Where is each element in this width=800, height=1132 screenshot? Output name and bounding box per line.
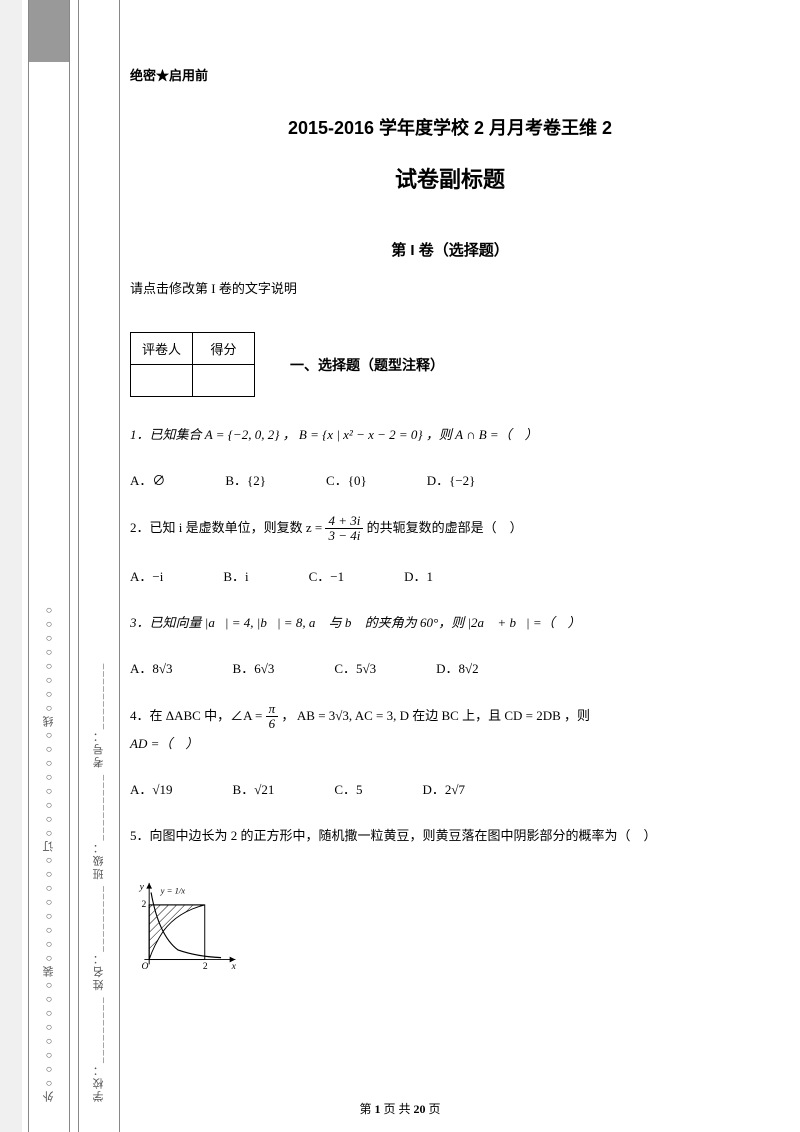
question-2: 2．已知 i 是虚数单位，则复数 z = 4 + 3i3 − 4i 的共轭复数的… (130, 514, 770, 544)
svg-text:y: y (139, 882, 145, 893)
q2-opt-d: D．1 (404, 566, 433, 585)
binding-outer: 外○○○○○○○○装○○○○○○○○订○○○○○○○○线○○○○○○○○ (28, 0, 70, 1132)
score-cell-1 (131, 365, 193, 397)
svg-text:x: x (231, 961, 237, 972)
exam-subtitle: 试卷副标题 (130, 162, 770, 194)
q3-opt-b: B．6√3 (233, 658, 275, 677)
instruction-text: 请点击修改第 I 卷的文字说明 (130, 278, 770, 297)
q3-opt-c: C．5√3 (334, 658, 376, 677)
question-4: 4．在 ΔABC 中，∠A = π6 ， AB = 3√3, AC = 3, D… (130, 702, 770, 758)
question-5: 5．向图中边长为 2 的正方形中，随机撒一粒黄豆，则黄豆落在图中阴影部分的概率为… (130, 823, 770, 849)
question-4-options: A．√19 B．√21 C．5 D．2√7 (130, 779, 770, 798)
q1-opt-c: C．{0} (326, 470, 367, 489)
secret-label: 绝密★启用前 (130, 65, 770, 84)
svg-text:y = 1/x: y = 1/x (160, 886, 186, 896)
question-3-options: A．8√3 B．6√3 C．5√3 D．8√2 (130, 658, 770, 677)
q1-opt-a: A．∅ (130, 470, 165, 489)
q1-opt-b: B．{2} (225, 470, 266, 489)
q2-opt-a: A．−i (130, 566, 163, 585)
q4-opt-a: A．√19 (130, 779, 173, 798)
binding-outer-text: 外○○○○○○○○装○○○○○○○○订○○○○○○○○线○○○○○○○○ (41, 0, 57, 1132)
main-content: 绝密★启用前 2015-2016 学年度学校 2 月月考卷王维 2 试卷副标题 … (130, 65, 770, 981)
binding-inner: 学校：_________ 姓名：_________ 班级：_________ 考… (78, 0, 120, 1132)
svg-text:2: 2 (142, 899, 147, 910)
left-gray-strip (0, 0, 22, 1132)
q3-opt-d: D．8√2 (436, 658, 479, 677)
part-title: 第 I 卷（选择题） (130, 239, 770, 260)
score-cell-2 (193, 365, 255, 397)
section-label: 一、选择题（题型注释） (290, 355, 444, 375)
score-section: 评卷人 得分 一、选择题（题型注释） (130, 332, 770, 397)
q4-opt-c: C．5 (334, 779, 362, 798)
exam-title: 2015-2016 学年度学校 2 月月考卷王维 2 (130, 114, 770, 140)
svg-text:O: O (142, 961, 149, 972)
q2-opt-c: C．−1 (309, 566, 345, 585)
q4-opt-b: B．√21 (233, 779, 275, 798)
q5-graph: 2 2 O x y y = 1/x (130, 876, 245, 976)
score-header-2: 得分 (193, 333, 255, 365)
question-3: 3．已知向量 |a⃗| = 4, |b⃗| = 8, a⃗ 与 b⃗ 的夹角为 … (130, 610, 770, 636)
question-2-options: A．−i B．i C．−1 D．1 (130, 566, 770, 585)
question-1: 1．已知集合 A = {−2, 0, 2} ， B = {x | x² − x … (130, 422, 770, 448)
svg-text:2: 2 (203, 961, 208, 972)
q3-opt-a: A．8√3 (130, 658, 173, 677)
q2-opt-b: B．i (223, 566, 248, 585)
q1-opt-d: D．{−2} (427, 470, 476, 489)
question-1-options: A．∅ B．{2} C．{0} D．{−2} (130, 470, 770, 489)
binding-inner-text: 学校：_________ 姓名：_________ 班级：_________ 考… (91, 0, 107, 1132)
q4-opt-d: D．2√7 (423, 779, 466, 798)
score-header-1: 评卷人 (131, 333, 193, 365)
page-footer: 第 1 页 共 20 页 (0, 1100, 800, 1117)
score-table: 评卷人 得分 (130, 332, 255, 397)
